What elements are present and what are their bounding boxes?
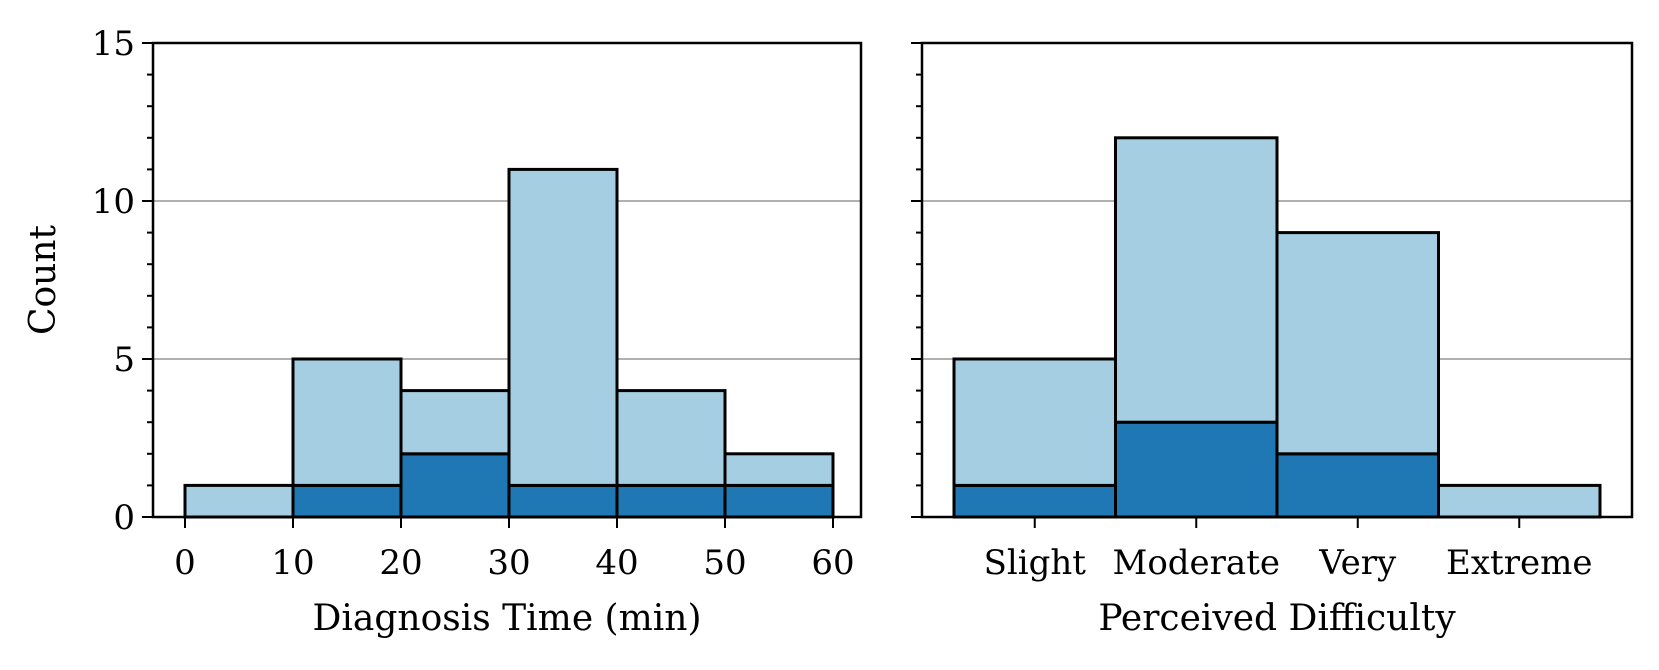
y-tick-label: 15 [92, 24, 135, 64]
x-axis-label: Perceived Difficulty [1098, 598, 1456, 639]
histogram-bar [1114, 136, 1279, 424]
histogram-bar [952, 483, 1117, 519]
x-axis-label: Diagnosis Time (min) [313, 598, 702, 639]
histogram-bar [399, 452, 511, 519]
histogram-bar [507, 483, 619, 519]
histogram-bar [1275, 452, 1440, 519]
histogram-bar [1275, 231, 1440, 456]
x-tick-label: 40 [595, 543, 638, 583]
histogram-bar [399, 389, 511, 456]
x-tick-label: 10 [271, 543, 314, 583]
x-category-label: Very [1318, 543, 1397, 583]
histogram-bar [615, 483, 727, 519]
histogram-bar [615, 389, 727, 487]
histogram-bar [952, 357, 1117, 487]
diagnosis-time-histogram: 0 5 10 15 0 10 20 30 40 50 60 Diagnosis Time (min) C… [23, 24, 863, 639]
x-tick-label: 60 [811, 543, 854, 583]
x-category-label: Slight [984, 543, 1087, 583]
y-axis-label: Count [23, 224, 64, 335]
y-tick-label: 0 [113, 498, 135, 538]
histogram-bar [723, 452, 835, 487]
x-category-label: Moderate [1113, 543, 1280, 583]
x-tick-label: 50 [703, 543, 746, 583]
axes-frame [151, 41, 863, 519]
x-tick-label: 20 [379, 543, 422, 583]
histogram-bar [291, 483, 403, 519]
histogram-bar [183, 483, 295, 519]
histogram-bar [723, 483, 835, 519]
x-tick-label: 0 [174, 543, 196, 583]
axes-frame [920, 41, 1634, 519]
histogram-bar [507, 167, 619, 487]
histogram-bar [1114, 420, 1279, 519]
x-tick-label: 30 [487, 543, 530, 583]
perceived-difficulty-histogram: Slight Moderate Very Extreme Perceived Diffi… [911, 41, 1634, 639]
histogram-bar [291, 357, 403, 487]
y-tick-label: 5 [113, 340, 135, 380]
y-tick-label: 10 [92, 182, 135, 222]
histogram-bar [1437, 483, 1602, 519]
x-category-label: Extreme [1446, 543, 1592, 583]
